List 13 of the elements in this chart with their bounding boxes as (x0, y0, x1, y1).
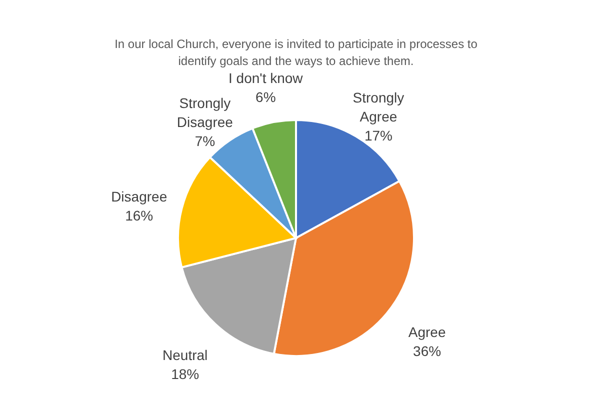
slice-label: Strongly Disagree (176, 95, 234, 130)
slice-label: Agree (408, 324, 446, 340)
slice-label: Disagree (111, 188, 168, 205)
data-label: 7% (194, 133, 216, 150)
chart-title: In our local Church, everyone is invited to participate in processes to identify goals and the ways to achieve them. (114, 36, 478, 68)
data-label: 18% (171, 366, 200, 382)
slice-label: Strongly Agree (352, 90, 404, 125)
slice-label: I don't know (228, 70, 304, 86)
data-label: 6% (256, 88, 276, 105)
data-label: 36% (413, 343, 442, 360)
data-label: 17% (364, 128, 392, 144)
slice-label: Neutral (162, 347, 208, 364)
data-label: 16% (125, 208, 154, 224)
